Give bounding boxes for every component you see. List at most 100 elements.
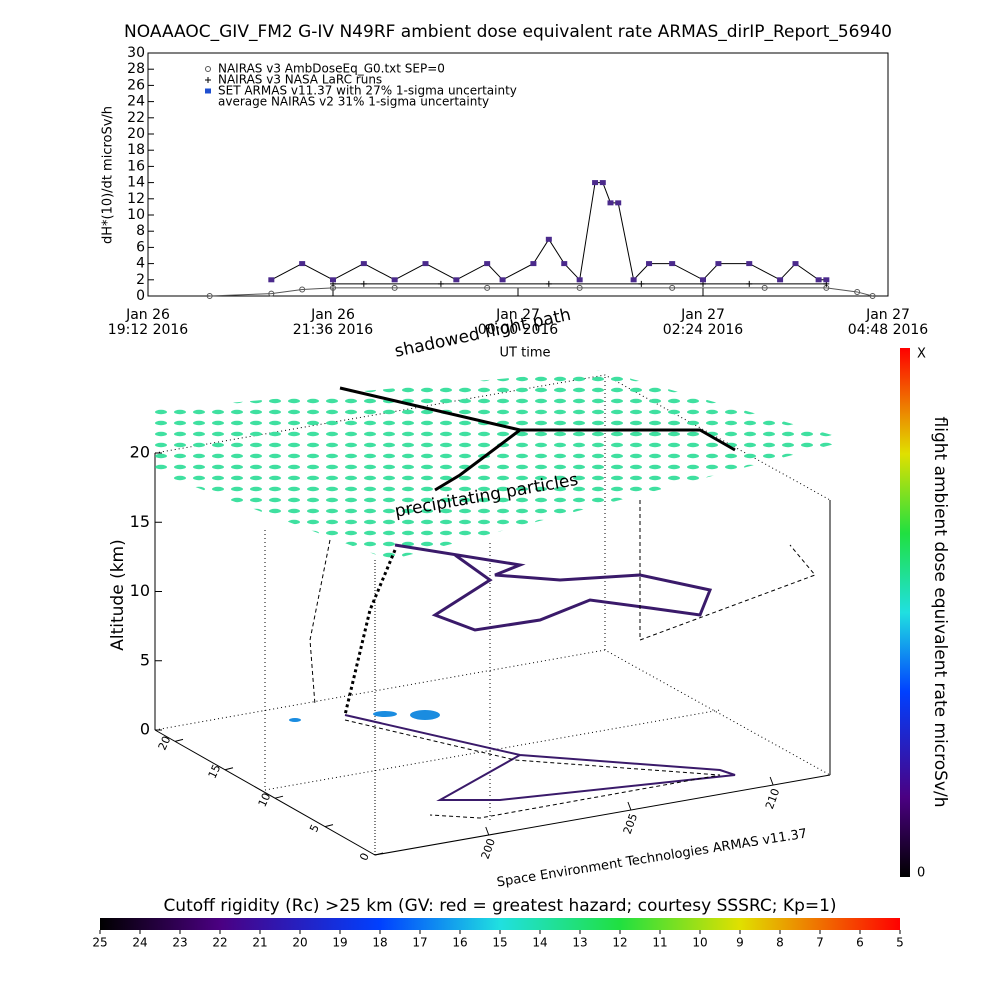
marker: [545, 236, 552, 242]
colorbar-label: flight ambient dose equivalent rate micr…: [930, 417, 950, 808]
legend-symbol: [205, 66, 211, 72]
marker: [815, 277, 822, 283]
colorbar-tick-label: 7: [816, 936, 824, 950]
colorbar-tick-label: 10: [692, 936, 707, 950]
colorbar-tick-label: 14: [532, 936, 547, 950]
low-dose-patches: [289, 710, 440, 722]
x-tick-label: 210: [763, 787, 782, 811]
marker: [484, 284, 491, 291]
legend-label: average NAIRAS v2 31% 1-sigma uncertaint…: [218, 95, 489, 109]
z-tick-label: 0: [140, 720, 150, 739]
marker: [615, 200, 622, 206]
marker: [576, 284, 583, 291]
colorbar-tick-label: 23: [172, 936, 187, 950]
marker: [453, 277, 460, 283]
z-tick-label: 15: [130, 512, 150, 531]
colorbar-tick-label: 18: [372, 936, 387, 950]
marker: [530, 261, 537, 267]
marker: [484, 261, 491, 267]
marker: [299, 261, 306, 267]
colorbar-tick-label: 17: [412, 936, 427, 950]
y-tick: [274, 795, 284, 799]
marker: [854, 288, 861, 295]
marker: [391, 284, 398, 291]
legend-label: NAIRAS v3 AmbDoseEq_G0.txt SEP=0: [218, 62, 445, 76]
colorbar-tick-label: 19: [332, 936, 347, 950]
y-tick-label: 12: [127, 191, 145, 207]
x-tick-label: 21:36 2016: [293, 322, 374, 338]
y-tick: [374, 852, 384, 856]
x-tick-label: Jan 27: [680, 307, 725, 323]
marker: [777, 277, 784, 283]
colorbar-tick-label: 24: [132, 936, 147, 950]
x-tick-label: Jan 27: [495, 307, 540, 323]
marker: [360, 261, 367, 267]
y-tick-label: 20: [127, 126, 145, 142]
marker: [561, 261, 568, 267]
marker: [437, 280, 444, 287]
x-tick-label: Jan 26: [310, 307, 355, 323]
y-tick-label: 20: [156, 734, 174, 752]
colorbar: [900, 348, 910, 877]
flight-path: [309, 386, 816, 819]
y-tick: [324, 824, 334, 828]
marker: [206, 293, 213, 299]
credit: Space Environment Technologies ARMAS v11…: [496, 826, 808, 890]
x-tick-label: 04:48 2016: [848, 322, 929, 338]
colorbar-tick-label: 22: [212, 936, 227, 950]
x-tick-label: 00:00 2016: [478, 322, 559, 338]
y-tick-label: 28: [127, 61, 145, 77]
marker: [700, 277, 706, 283]
marker: [792, 261, 799, 267]
y-tick-label: 18: [127, 142, 145, 158]
colorbar-tick-label: 25: [92, 936, 107, 950]
marker: [592, 180, 599, 186]
legend-label: NAIRAS v3 NASA LaRC runs: [218, 73, 382, 87]
colorbar-end-label: 0: [917, 866, 925, 881]
marker: [360, 280, 367, 287]
y-tick-label: 16: [127, 158, 145, 174]
marker: [607, 200, 614, 206]
marker: [391, 277, 398, 283]
marker: [823, 277, 830, 283]
marker: [669, 284, 676, 291]
x-tick-label: 205: [621, 812, 640, 836]
legend-label: SET ARMAS v11.37 with 27% 1-sigma uncert…: [218, 84, 517, 98]
marker: [669, 261, 676, 267]
x-tick-label: 02:24 2016: [663, 322, 744, 338]
y-tick-label: 22: [127, 110, 145, 126]
y-tick-label: 10: [256, 791, 274, 809]
x-axis-label: UT time: [500, 346, 551, 361]
y-tick-label: 24: [127, 94, 145, 110]
marker: [646, 261, 653, 267]
marker: [715, 261, 722, 267]
y-tick-label: 26: [127, 77, 145, 93]
marker: [746, 280, 753, 287]
z-axis-label: Altitude (km): [108, 539, 128, 651]
z-tick-label: 10: [130, 581, 150, 600]
colorbar-tick-label: 6: [856, 936, 864, 950]
y-tick-label: 5: [307, 822, 322, 834]
x-tick: [769, 776, 774, 786]
x-tick: [627, 801, 632, 811]
x-tick-label: Jan 26: [125, 307, 170, 323]
marker: [268, 290, 275, 297]
y-tick-label: 4: [136, 256, 145, 272]
colorbar-tick-label: 8: [776, 936, 784, 950]
x-tick-label: 19:12 2016: [108, 322, 189, 338]
colorbar-end-label: X: [917, 347, 926, 362]
y-tick: [224, 767, 234, 771]
marker: [869, 293, 876, 299]
colorbar-tick-label: 20: [292, 936, 307, 950]
y-tick-label: 6: [136, 239, 145, 255]
colorbar-tick-label: 16: [452, 936, 467, 950]
marker: [630, 277, 637, 283]
marker: [330, 277, 336, 283]
colorbar: [100, 918, 900, 930]
z-tick-label: 20: [130, 443, 150, 462]
y-tick-label: 10: [127, 207, 145, 223]
colorbar-tick-label: 13: [572, 936, 587, 950]
y-axis-label: dH*(10)/dt microSv/h: [101, 106, 116, 244]
marker: [422, 261, 429, 267]
